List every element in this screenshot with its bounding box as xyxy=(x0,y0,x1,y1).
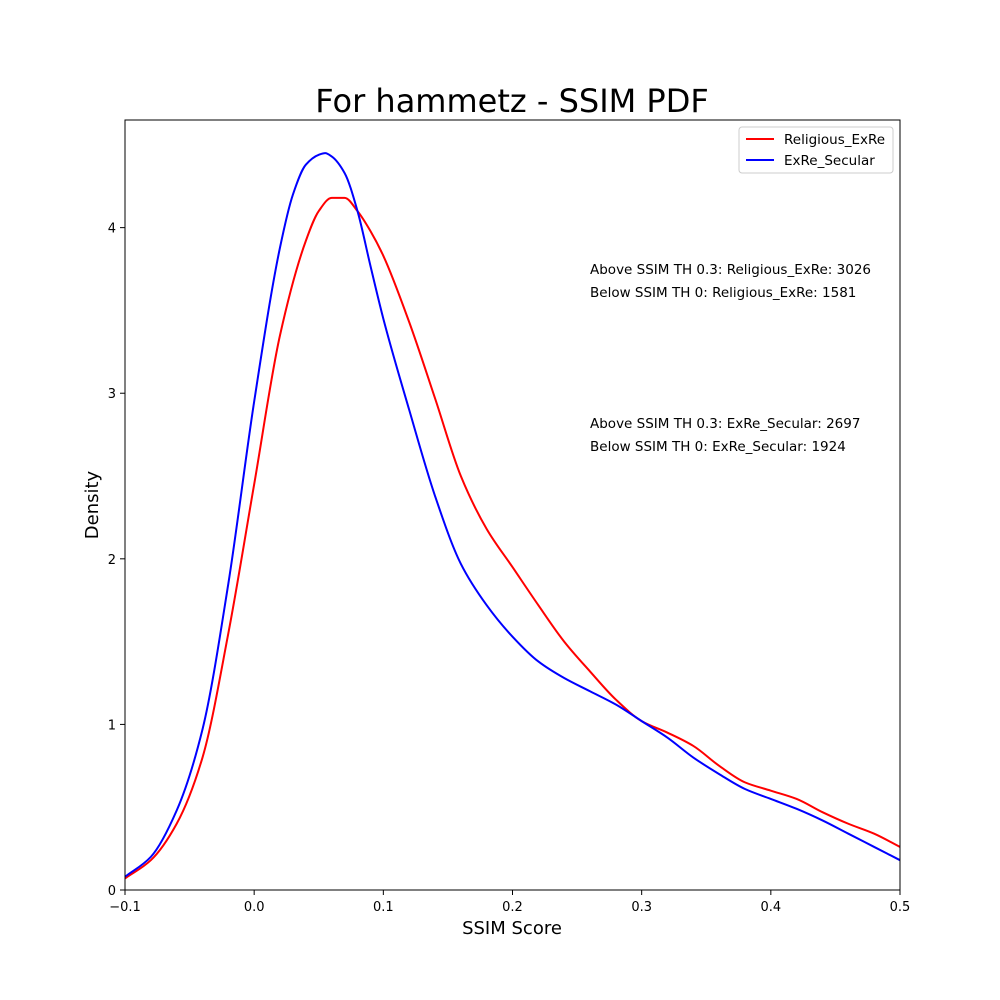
annotations: Above SSIM TH 0.3: Religious_ExRe: 3026 … xyxy=(590,262,871,455)
chart-title: For hammetz - SSIM PDF xyxy=(315,82,709,120)
plot-background xyxy=(125,120,900,890)
legend-box xyxy=(738,126,894,174)
y-tick-label: 0 xyxy=(108,884,116,899)
annotation-above-religious: Above SSIM TH 0.3: Religious_ExRe: 3026 xyxy=(590,262,871,278)
y-axis-ticks: 0 1 2 3 4 xyxy=(108,222,125,899)
x-tick-label: 0.3 xyxy=(631,900,652,915)
legend: Religious_ExRe ExRe_Secular xyxy=(738,126,894,174)
x-axis-ticks: −0.1 0.0 0.1 0.2 0.3 0.4 0.5 xyxy=(109,890,910,915)
annotation-above-secular: Above SSIM TH 0.3: ExRe_Secular: 2697 xyxy=(590,416,860,432)
x-axis-label: SSIM Score xyxy=(462,918,562,939)
x-tick-label: 0.5 xyxy=(890,900,911,915)
x-tick-label: 0.4 xyxy=(760,900,781,915)
y-tick-label: 3 xyxy=(108,387,116,402)
plot-area xyxy=(124,119,901,891)
annotation-below-secular: Below SSIM TH 0: ExRe_Secular: 1924 xyxy=(590,439,846,455)
series-layer xyxy=(124,152,901,880)
y-tick-label: 4 xyxy=(108,222,116,237)
series-line-religious-exre xyxy=(124,196,901,880)
x-tick-label: 0.1 xyxy=(373,900,394,915)
legend-label-religious-exre: Religious_ExRe xyxy=(784,132,885,148)
annotation-below-religious: Below SSIM TH 0: Religious_ExRe: 1581 xyxy=(590,285,856,301)
x-tick-label: 0.2 xyxy=(502,900,523,915)
y-axis-label: Density xyxy=(82,470,103,539)
x-tick-label: −0.1 xyxy=(109,900,141,915)
x-tick-label: 0.0 xyxy=(244,900,265,915)
series-line-exre-secular xyxy=(124,152,901,878)
y-tick-label: 2 xyxy=(108,553,116,568)
y-tick-label: 1 xyxy=(108,718,116,733)
legend-label-exre-secular: ExRe_Secular xyxy=(784,153,875,169)
